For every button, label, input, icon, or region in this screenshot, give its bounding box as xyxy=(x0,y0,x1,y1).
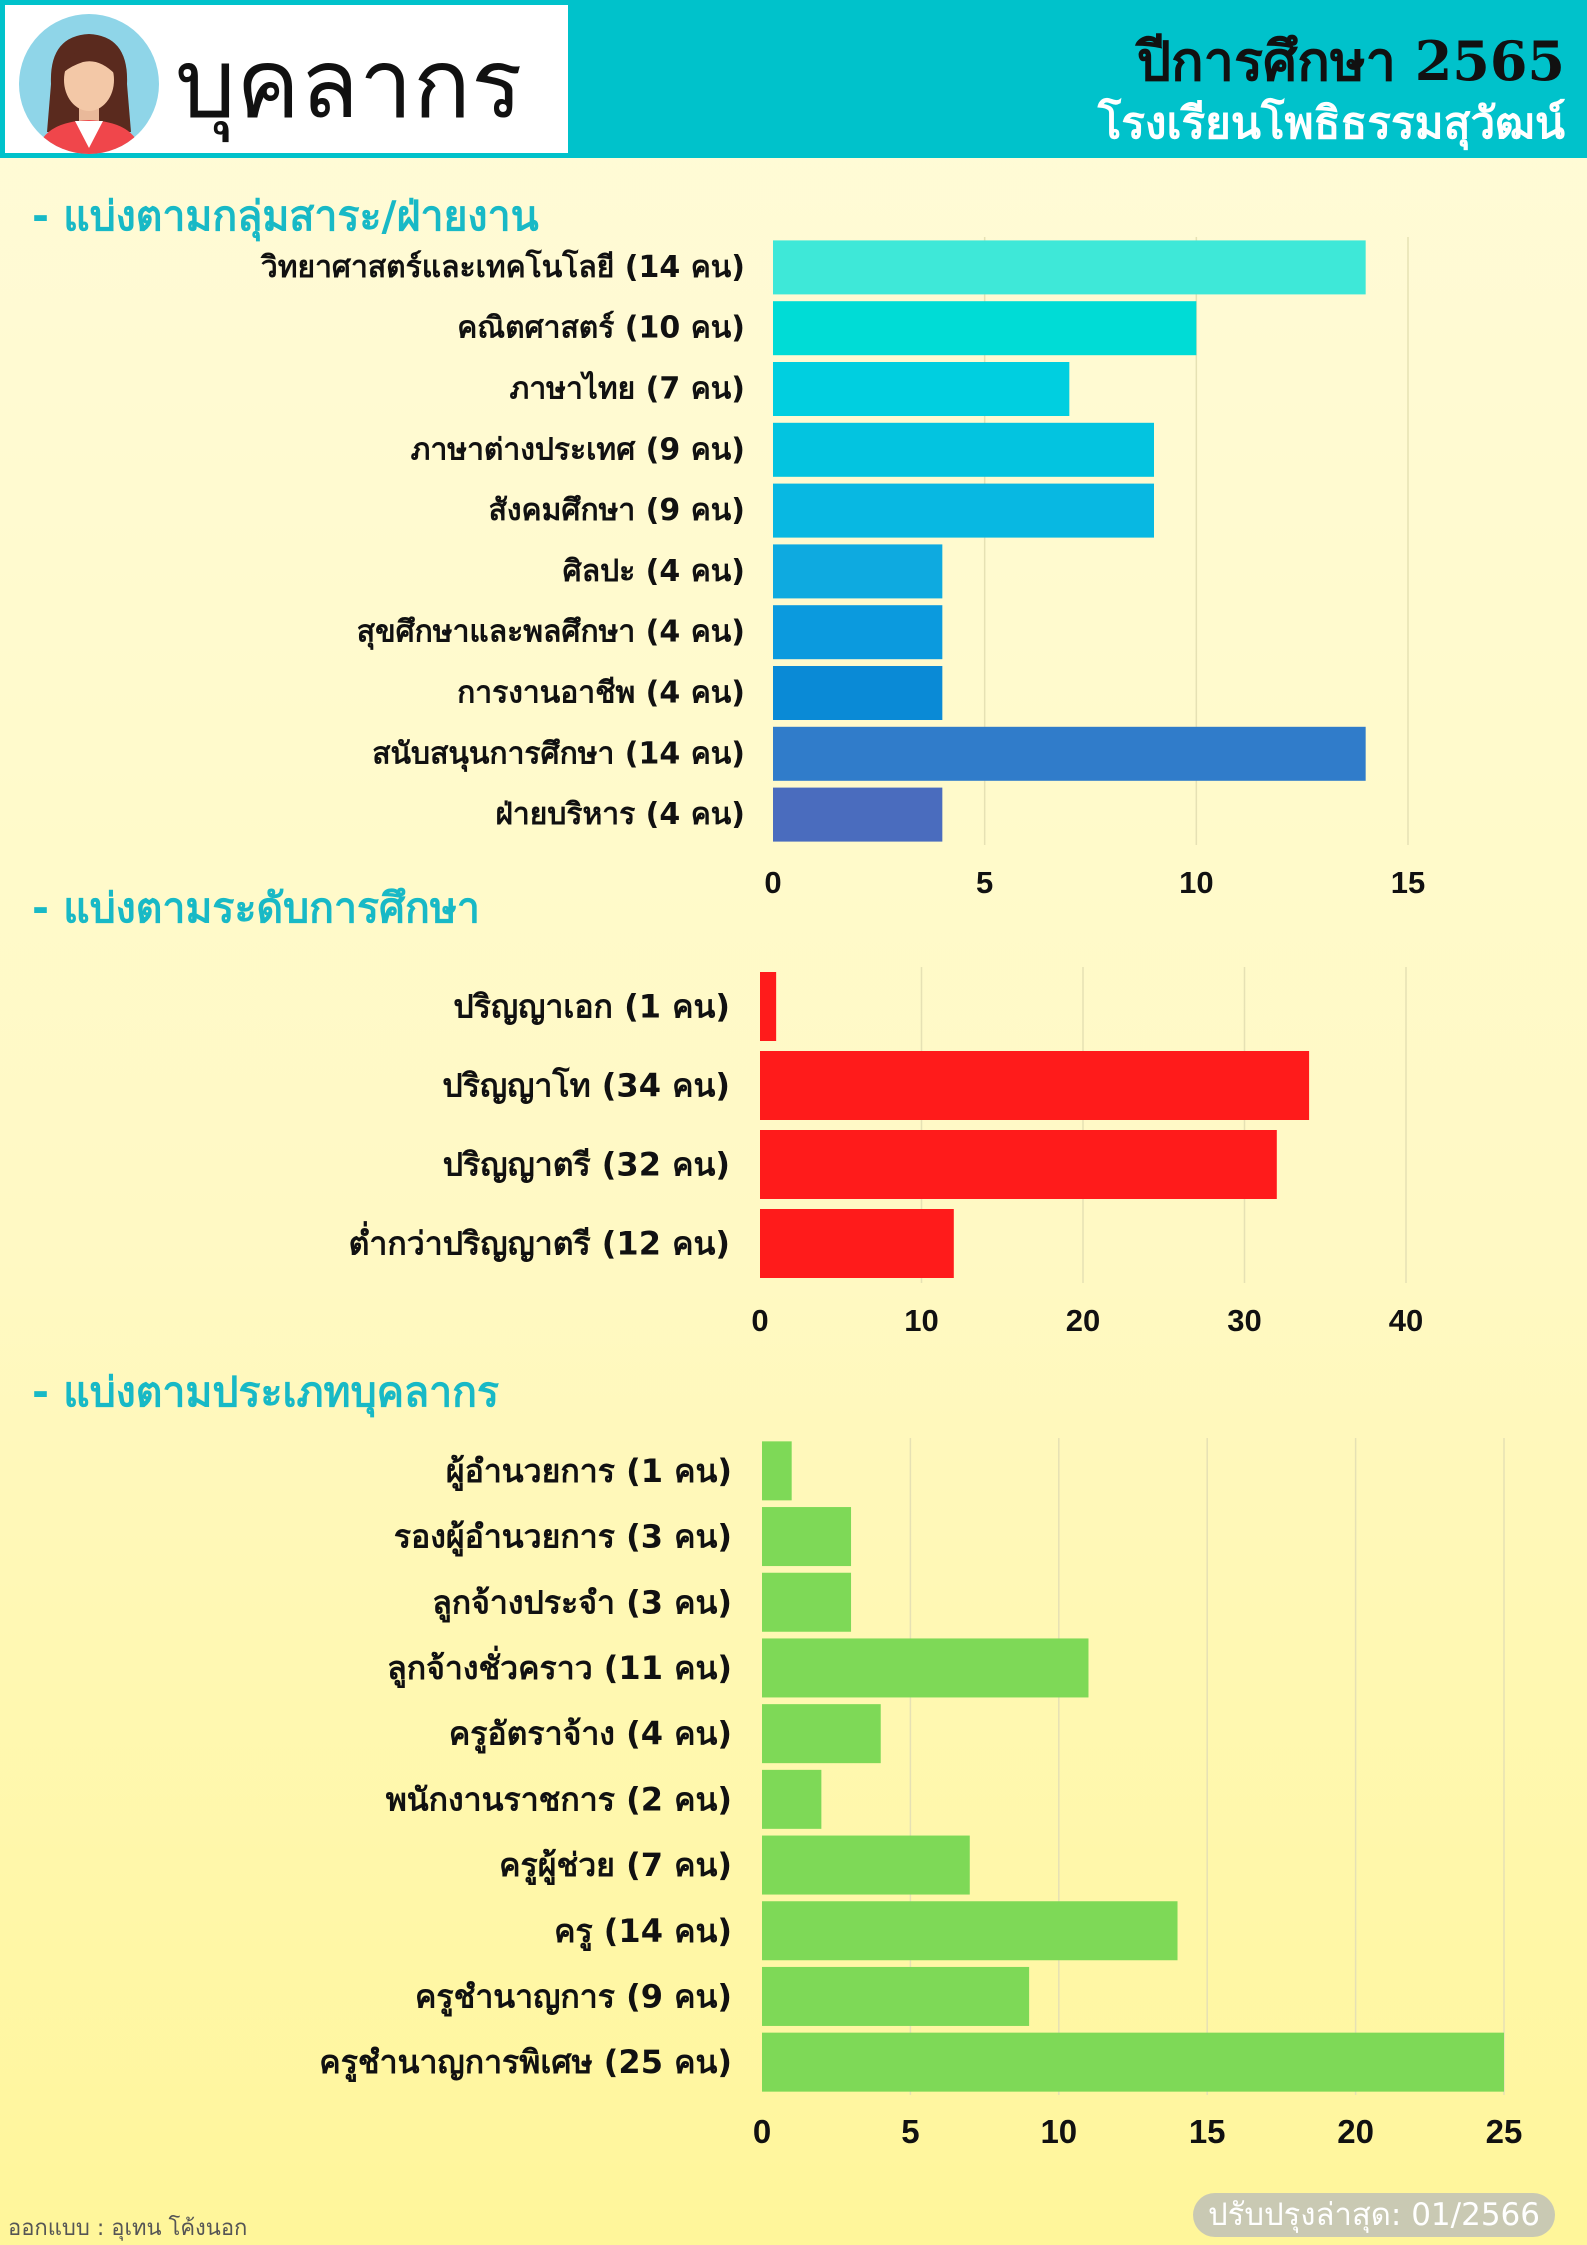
title-box: บุคลากร xyxy=(5,5,568,154)
category-label: การงานอาชีพ (4 คน) xyxy=(457,676,745,711)
bar xyxy=(773,544,943,599)
category-label: ศิลปะ (4 คน) xyxy=(563,554,745,589)
category-label: ลูกจ้างชั่วคราว (11 คน) xyxy=(387,1645,732,1689)
category-label: ปริญญาโท (34 คน) xyxy=(442,1067,730,1105)
bar xyxy=(762,1704,881,1764)
school-name: โรงเรียนโพธิธรรมสุวัฒน์ xyxy=(1097,98,1565,149)
bar xyxy=(762,1966,1030,2026)
bar xyxy=(773,240,1366,295)
bar xyxy=(760,1130,1277,1199)
tick-label: 25 xyxy=(1486,2113,1523,2150)
bar xyxy=(762,1441,792,1501)
category-label: ผู้อำนวยการ (1 คน) xyxy=(446,1452,732,1492)
tick-label: 20 xyxy=(1066,1303,1100,1338)
bar xyxy=(773,787,943,842)
avatar xyxy=(19,14,159,154)
woman-avatar-icon xyxy=(37,34,141,154)
tick-label: 15 xyxy=(1189,2113,1226,2150)
category-label: ครูชำนาญการพิเศษ (25 คน) xyxy=(319,2043,732,2083)
category-label: ลูกจ้างประจำ (3 คน) xyxy=(432,1583,732,1623)
tick-label: 0 xyxy=(753,2113,771,2150)
chart-subject-groups: วิทยาศาสตร์และเทคโนโลยี (14 คน) คณิตศาสตร… xyxy=(260,237,1425,900)
category-label: ปริญญาเอก (1 คน) xyxy=(453,988,730,1026)
bar xyxy=(762,1507,852,1567)
tick-label: 0 xyxy=(764,865,781,900)
section-heading-staff-type: - แบ่งตามประเภทบุคลากร xyxy=(32,1368,500,1416)
tick-label: 0 xyxy=(751,1303,768,1338)
last-updated-badge: ปรับปรุงล่าสุด: 01/2566 xyxy=(1193,2193,1555,2237)
category-label: สนับสนุนการศึกษา (14 คน) xyxy=(372,736,745,772)
tick-label: 30 xyxy=(1227,1303,1261,1338)
category-label: ครู (14 คน) xyxy=(554,1912,732,1952)
bar xyxy=(773,301,1197,356)
page-title: บุคลากร xyxy=(175,28,523,140)
bar xyxy=(773,422,1154,477)
bar xyxy=(762,2032,1504,2092)
bar xyxy=(760,1209,954,1278)
bar xyxy=(773,362,1070,416)
section-heading-education-level: - แบ่งตามระดับการศึกษา xyxy=(32,884,480,932)
bar xyxy=(762,1901,1178,1961)
section-heading-subject-groups: - แบ่งตามกลุ่มสาระ/ฝ่ายงาน xyxy=(32,192,539,240)
category-label: ภาษาต่างประเทศ (9 คน) xyxy=(411,432,745,467)
bar xyxy=(773,666,943,720)
school-year: ปีการศึกษา 2565 xyxy=(1136,29,1565,93)
chart-staff-type: ผู้อำนวยการ (1 คน) รองผู้อำนวยการ (3 คน) ล… xyxy=(319,1438,1523,2150)
tick-label: 10 xyxy=(1179,865,1213,900)
header-banner: บุคลากร ปีการศึกษา 2565 โรงเรียนโพธิธรรม… xyxy=(0,0,1587,158)
bar xyxy=(773,726,1366,781)
category-label: ต่ำกว่าปริญญาตรี (12 คน) xyxy=(349,1221,730,1263)
category-label: ครูอัตราจ้าง (4 คน) xyxy=(449,1715,732,1755)
bar xyxy=(760,972,777,1041)
category-label: ปริญญาตรี (32 คน) xyxy=(443,1146,730,1184)
designer-credit: ออกแบบ : อุเทน โค้งนอก xyxy=(8,2216,248,2241)
bar xyxy=(762,1835,970,1895)
tick-label: 10 xyxy=(1040,2113,1077,2150)
tick-label: 40 xyxy=(1389,1303,1423,1338)
bar xyxy=(762,1638,1089,1698)
bar xyxy=(760,1051,1310,1120)
category-label: สังคมศึกษา (9 คน) xyxy=(489,493,745,528)
chart-education-level: ปริญญาเอก (1 คน) ปริญญาโท (34 คน) ปริญญาตร… xyxy=(349,967,1423,1338)
category-label: ภาษาไทย (7 คน) xyxy=(510,371,745,407)
bar xyxy=(762,1769,822,1829)
tick-label: 5 xyxy=(976,865,993,900)
category-label: ครูผู้ช่วย (7 คน) xyxy=(499,1846,732,1886)
tick-label: 5 xyxy=(901,2113,919,2150)
category-label: ครูชำนาญการ (9 คน) xyxy=(415,1977,732,2017)
tick-label: 10 xyxy=(904,1303,938,1338)
category-label: ฝ่ายบริหาร (4 คน) xyxy=(495,797,745,832)
tick-label: 15 xyxy=(1391,865,1425,900)
tick-label: 20 xyxy=(1337,2113,1374,2150)
category-label: พนักงานราชการ (2 คน) xyxy=(386,1780,732,1818)
category-label: สุขศึกษาและพลศึกษา (4 คน) xyxy=(357,615,745,651)
category-label: รองผู้อำนวยการ (3 คน) xyxy=(394,1518,732,1558)
bar xyxy=(773,483,1154,538)
bar xyxy=(773,605,943,660)
bar xyxy=(762,1572,852,1632)
category-label: วิทยาศาสตร์และเทคโนโลยี (14 คน) xyxy=(260,248,745,285)
category-label: คณิตศาสตร์ (10 คน) xyxy=(457,311,745,346)
